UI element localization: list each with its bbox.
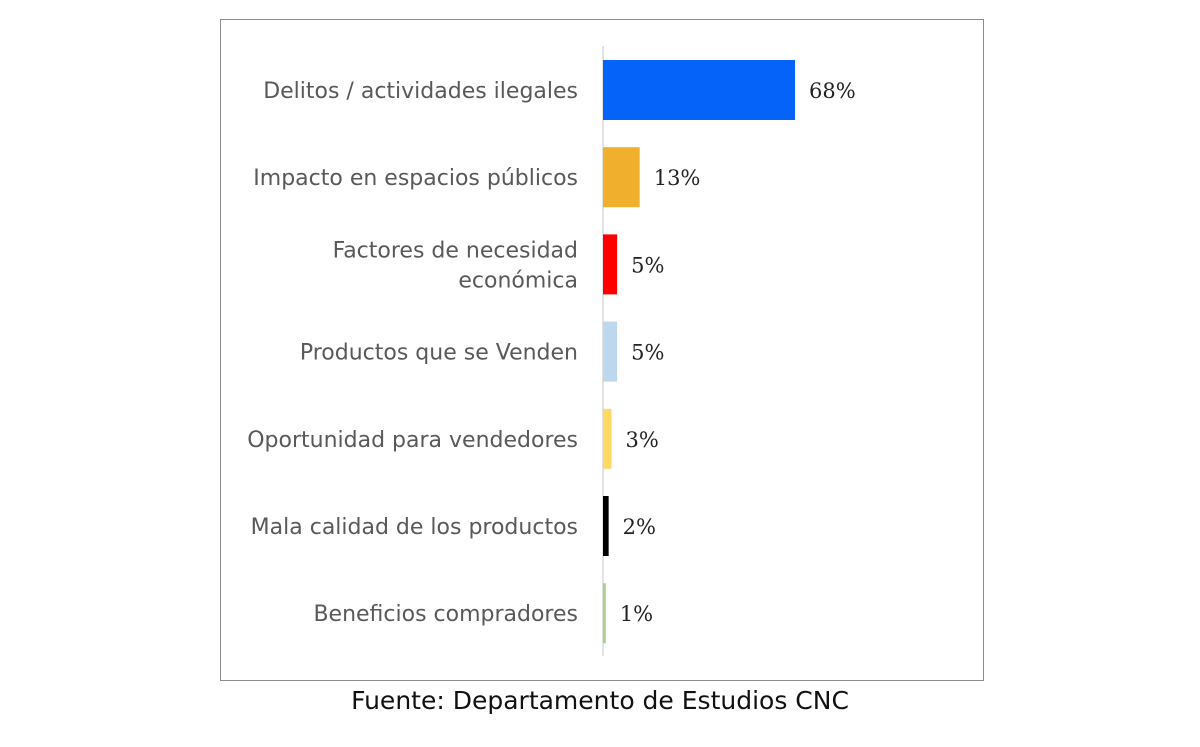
source-caption: Fuente: Departamento de Estudios CNC — [351, 686, 849, 715]
bar-5 — [603, 408, 612, 469]
value-label-7: 1% — [620, 602, 653, 626]
bar-3 — [603, 234, 618, 295]
bars-layer: 68% Delitos / actividades ilegales 13% Impa… — [247, 60, 856, 644]
bar-6 — [603, 496, 609, 556]
chart-frame — [220, 19, 984, 681]
value-label-6: 2% — [623, 515, 656, 539]
category-label-6: Mala calidad de los productos — [251, 515, 578, 540]
value-label-3: 5% — [631, 253, 664, 277]
category-label-4: Productos que se Venden — [300, 341, 578, 366]
category-label-7: Beneficios compradores — [313, 602, 578, 627]
bar-2 — [603, 147, 640, 208]
value-label-5: 3% — [625, 428, 658, 452]
bar-7 — [603, 583, 606, 644]
category-label-5: Oportunidad para vendedores — [247, 428, 578, 453]
value-label-4: 5% — [631, 341, 664, 365]
value-label-2: 13% — [654, 166, 701, 190]
category-label-3-line-1: Factores de necesidad — [333, 238, 578, 263]
category-label-2: Impacto en espacios públicos — [253, 166, 578, 191]
bar-1 — [603, 60, 795, 120]
value-label-1: 68% — [809, 79, 856, 103]
category-label-3-line-2: económica — [458, 268, 578, 293]
bar-4 — [603, 321, 618, 382]
category-label-1: Delitos / actividades ilegales — [263, 79, 578, 104]
